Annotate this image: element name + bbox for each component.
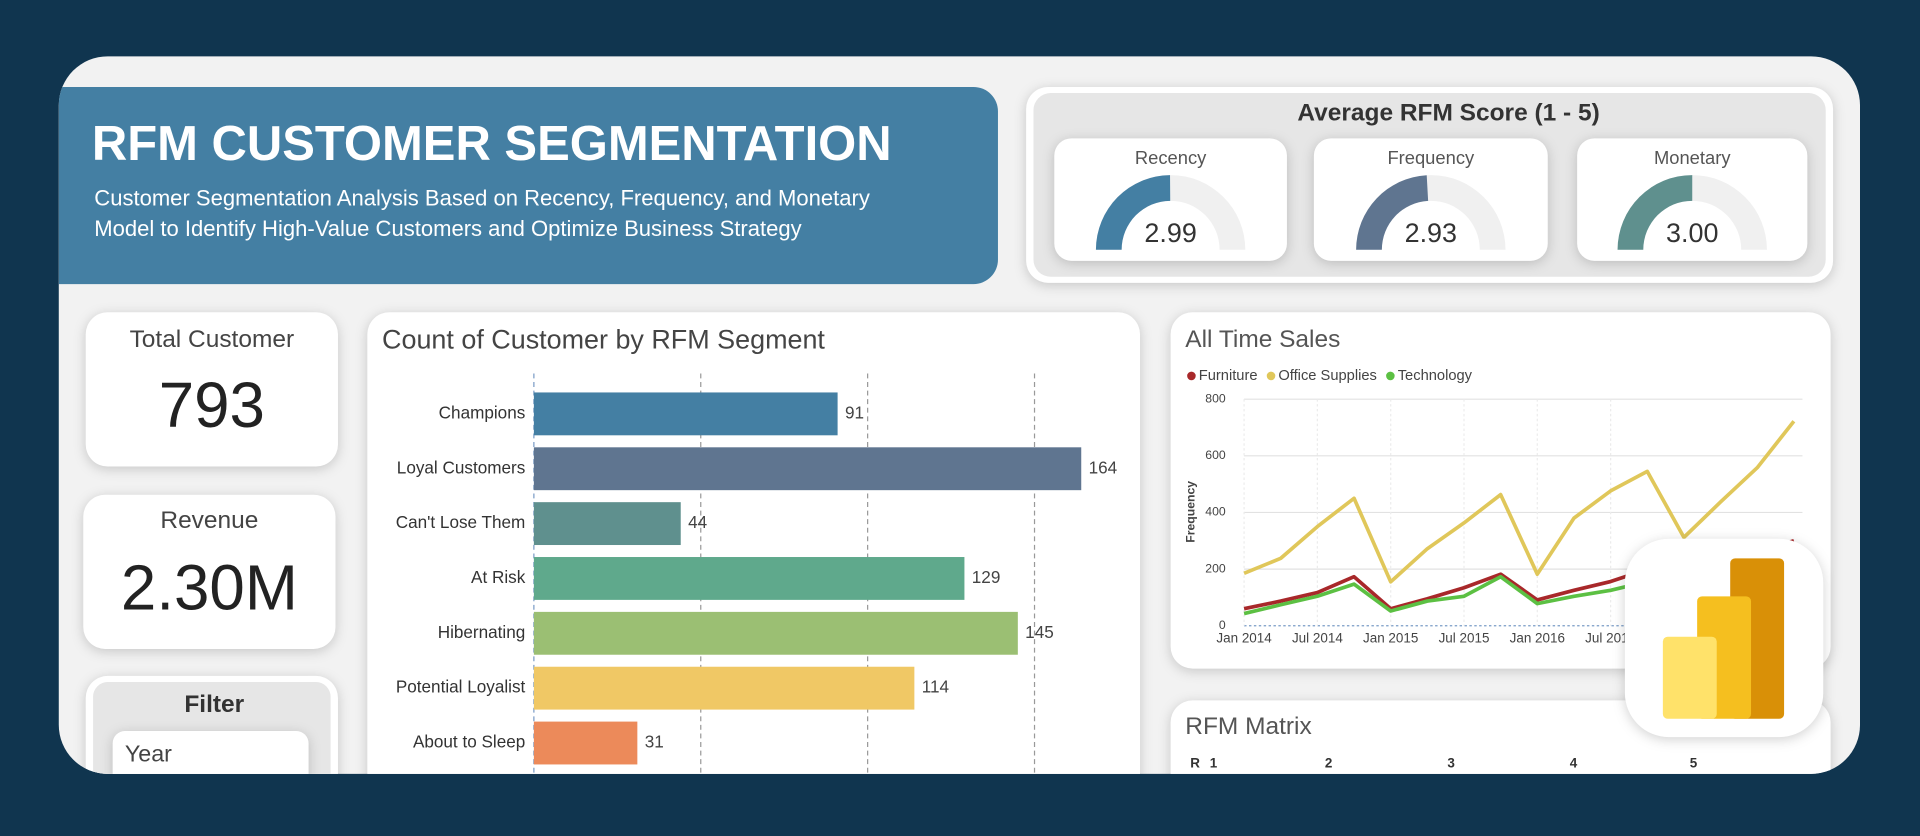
gauge-fill bbox=[1095, 175, 1171, 250]
y-tick-label: 600 bbox=[1205, 448, 1226, 462]
y-axis-label: Frequency bbox=[1184, 481, 1198, 543]
series-line bbox=[1243, 420, 1796, 584]
gauge-label: Recency bbox=[1135, 147, 1207, 168]
x-tick-label: Jul 2015 bbox=[1439, 631, 1490, 646]
header-title: RFM CUSTOMER SEGMENTATION bbox=[92, 117, 892, 171]
y-tick-label: Loyal Customers bbox=[397, 457, 526, 477]
y-tick-label: Champions bbox=[439, 402, 526, 422]
y-tick-label: 0 bbox=[1219, 618, 1226, 632]
data-label: 91 bbox=[845, 402, 864, 422]
matrix-header: 2 bbox=[1325, 756, 1332, 771]
segment-title: Count of Customer by RFM Segment bbox=[382, 325, 825, 355]
x-tick-label: Jul 2014 bbox=[1292, 631, 1343, 646]
matrix-header: 1 bbox=[1210, 756, 1218, 771]
header-banner bbox=[58, 86, 998, 285]
matrix-header: 5 bbox=[1690, 756, 1698, 771]
matrix-header: R bbox=[1190, 756, 1200, 771]
data-label: 31 bbox=[645, 732, 664, 752]
bar bbox=[533, 611, 1018, 655]
powerbi-logo bbox=[1624, 538, 1824, 738]
year-slicer[interactable] bbox=[112, 731, 309, 792]
matrix-title: RFM Matrix bbox=[1185, 713, 1311, 740]
data-label: 129 bbox=[972, 567, 1001, 587]
kpi-card bbox=[85, 312, 338, 467]
data-label: 164 bbox=[1089, 457, 1118, 477]
slicer-label: Year bbox=[125, 741, 172, 767]
y-tick-label: About to Sleep bbox=[413, 732, 525, 752]
gauge-value: 2.99 bbox=[1144, 218, 1196, 248]
gauge-fill bbox=[1356, 175, 1429, 250]
legend-marker bbox=[1386, 371, 1395, 381]
header-subtitle: Customer Segmentation Analysis Based on … bbox=[94, 185, 870, 210]
data-label: 44 bbox=[688, 512, 708, 532]
filter-title: Filter bbox=[184, 691, 244, 718]
content: RFM CUSTOMER SEGMENTATION Customer Segme… bbox=[58, 86, 1834, 792]
legend-label: Technology bbox=[1398, 368, 1473, 384]
data-label: 145 bbox=[1025, 622, 1054, 642]
y-tick-label: Hibernating bbox=[438, 622, 526, 642]
kpi-label: Revenue bbox=[160, 507, 258, 534]
y-tick-label: 200 bbox=[1205, 561, 1226, 575]
bar bbox=[533, 447, 1082, 491]
matrix-header: 4 bbox=[1570, 756, 1578, 771]
gauge-value: 3.00 bbox=[1666, 218, 1718, 248]
bar bbox=[533, 666, 915, 710]
header-subtitle: Model to Identify High-Value Customers a… bbox=[94, 216, 801, 241]
matrix-card bbox=[1170, 700, 1831, 774]
x-tick-label: Jul 2016 bbox=[1585, 631, 1636, 646]
bar bbox=[533, 721, 638, 765]
legend-marker bbox=[1187, 371, 1196, 381]
rfm-title: Average RFM Score (1 - 5) bbox=[1297, 99, 1599, 126]
y-tick-label: Can't Lose Them bbox=[396, 512, 526, 532]
gauge-value: 2.93 bbox=[1405, 218, 1457, 248]
chart-layer: Recency 2.99 Frequency 2.93 Monetary 3.00 Tota… bbox=[121, 138, 1808, 774]
gauge-label: Monetary bbox=[1654, 147, 1731, 168]
gauge-label: Frequency bbox=[1387, 147, 1475, 168]
y-tick-label: Potential Loyalist bbox=[396, 677, 526, 697]
logo-bar bbox=[1662, 636, 1717, 719]
legend-label: Furniture bbox=[1199, 368, 1258, 384]
kpi-card bbox=[83, 494, 336, 649]
bar bbox=[533, 502, 681, 546]
legend-marker bbox=[1266, 371, 1276, 381]
kpi-value: 2.30M bbox=[121, 552, 298, 623]
matrix-header: 3 bbox=[1447, 756, 1454, 771]
sales-title: All Time Sales bbox=[1185, 326, 1340, 353]
bar bbox=[533, 557, 965, 600]
y-tick-label: At Risk bbox=[471, 567, 526, 587]
y-tick-label: 400 bbox=[1205, 505, 1226, 519]
y-tick-label: 800 bbox=[1205, 391, 1226, 405]
x-tick-label: Jan 2015 bbox=[1363, 631, 1418, 646]
legend-label: Office Supplies bbox=[1278, 368, 1377, 384]
kpi-value: 793 bbox=[159, 370, 265, 441]
gauge-fill bbox=[1617, 175, 1693, 250]
data-label: 114 bbox=[922, 677, 950, 697]
bar bbox=[533, 392, 838, 436]
kpi-label: Total Customer bbox=[130, 326, 295, 353]
x-tick-label: Jan 2016 bbox=[1510, 631, 1565, 646]
x-tick-label: Jan 2014 bbox=[1216, 631, 1272, 646]
